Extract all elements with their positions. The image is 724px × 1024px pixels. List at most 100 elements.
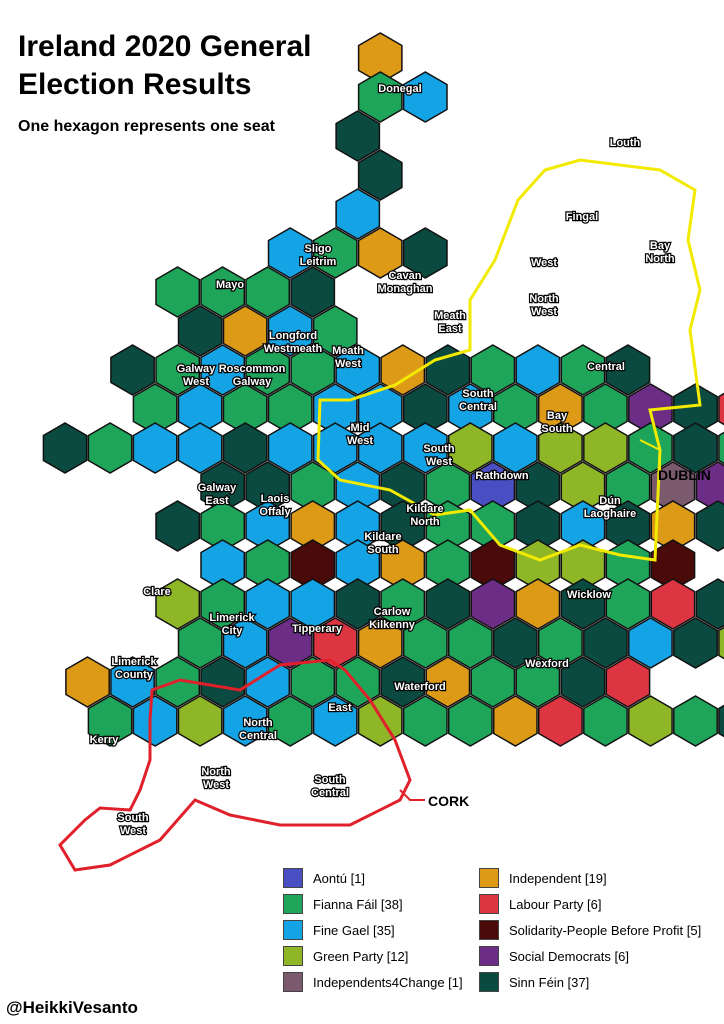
seat-hexagon-sf	[380, 461, 426, 513]
seat-hexagon-fg	[447, 383, 493, 435]
seat-hexagon-ff	[357, 71, 403, 123]
legend-swatch	[479, 920, 499, 940]
seat-hexagon-ff	[537, 617, 583, 669]
legend-label: Social Democrats [6]	[509, 948, 629, 964]
constituency-label-line: East	[205, 495, 229, 507]
seat-hexagon-sf	[380, 656, 426, 708]
constituency-label-line: Kildare	[364, 531, 401, 543]
seat-hexagon-g	[155, 578, 201, 630]
seat-hexagon-sf	[245, 461, 291, 513]
constituency-label: Kildare South	[364, 531, 401, 556]
constituency-label-line: Mid	[351, 422, 370, 434]
legend-item-i4c: Independents4Change [1]	[283, 972, 463, 992]
seat-hexagon-fg	[312, 383, 358, 435]
constituency-label-line: Sligo	[305, 243, 332, 255]
legend-item-ff: Fianna Fáil [38]	[283, 894, 403, 914]
map-subtitle: One hexagon represents one seat	[18, 118, 275, 135]
legend-label: Independent [19]	[509, 870, 607, 886]
constituency-label-line: West	[335, 358, 361, 370]
constituency-label: Limerick City	[209, 612, 255, 637]
seat-hexagon-ind	[425, 656, 471, 708]
seat-hexagon-fg	[402, 422, 448, 474]
legend-swatch	[283, 894, 303, 914]
seat-hexagon-ff	[222, 383, 268, 435]
seat-hexagon-ind	[650, 500, 696, 552]
constituency-label-line: South	[462, 388, 493, 400]
seat-hexagon-ff	[267, 383, 313, 435]
seat-hexagon-ff	[718, 431, 724, 465]
seat-hexagon-fg	[312, 422, 358, 474]
legend-item-spb: Solidarity-People Before Profit [5]	[479, 920, 701, 940]
seat-hexagon-sf	[718, 704, 724, 738]
seat-hexagon-fg	[402, 71, 448, 123]
seat-hexagon-fg	[132, 695, 178, 747]
seat-hexagon-sf	[357, 149, 403, 201]
constituency-labels: Donegal Louth Fingal Sligo Leitrim Cavan Monag…	[88, 82, 676, 838]
seat-hexagon-ff	[402, 617, 448, 669]
constituency-label: Bay South	[541, 410, 572, 435]
seat-hexagon-ff	[380, 578, 426, 630]
legend-swatch	[283, 868, 303, 888]
seat-hexagon-i4c	[650, 461, 696, 513]
constituency-label-line: Westmeath	[264, 343, 323, 355]
constituency-label-line: West	[531, 306, 557, 318]
seat-hexagon-fg	[335, 539, 381, 591]
seat-hexagon-fg	[492, 422, 538, 474]
constituency-label-line: Louth	[610, 137, 641, 149]
constituency-label-line: South	[314, 774, 345, 786]
seat-hexagon-ff	[425, 461, 471, 513]
seat-hexagon-ff	[155, 344, 201, 396]
seat-hexagon-fg	[132, 422, 178, 474]
constituency-label: Wicklow	[567, 589, 611, 601]
constituency-label: Limerick County	[111, 656, 157, 681]
constituency-label-line: Wexford	[525, 658, 569, 670]
seat-hexagon-fg	[290, 578, 336, 630]
seat-hexagon-sf	[380, 500, 426, 552]
constituency-label: Longford Westmeath	[264, 330, 323, 355]
seat-hexagon-ff	[492, 383, 538, 435]
legend-swatch	[479, 868, 499, 888]
constituency-label: Mayo	[216, 279, 244, 291]
constituency-label-line: Central	[459, 401, 497, 413]
legend-item-ind: Independent [19]	[479, 868, 607, 888]
constituency-label: Galway West	[177, 363, 216, 388]
seat-hexagon-sf	[335, 110, 381, 162]
seat-hexagon-ff	[245, 266, 291, 318]
legend-label: Aontú [1]	[313, 870, 366, 886]
seat-hexagon-ff	[290, 461, 336, 513]
constituency-label-line: South	[117, 812, 148, 824]
constituency-label: North Central	[239, 717, 277, 742]
seat-hexagon-ff	[245, 539, 291, 591]
seat-hexagon-g	[583, 422, 628, 474]
constituency-label: South West	[423, 443, 454, 468]
seat-hexagon-ff	[155, 266, 201, 318]
constituency-label: South West	[117, 812, 148, 837]
legend-swatch	[283, 972, 303, 992]
seat-hexagon-ff	[267, 695, 313, 747]
seat-hexagon-ind	[515, 578, 561, 630]
seat-hexagon-fg	[628, 617, 673, 669]
constituency-label-line: Dún	[599, 495, 621, 507]
constituency-label: Tipperary	[292, 623, 343, 635]
constituency-label: Dún Laoghaire	[584, 495, 637, 520]
constituency-label-line: Limerick	[111, 656, 157, 668]
seat-hexagon-ff	[177, 617, 223, 669]
constituency-label-line: West	[183, 376, 209, 388]
seat-hexagon-sf	[290, 266, 336, 318]
constituency-label-line: North	[243, 717, 273, 729]
seat-hexagon-fg	[245, 656, 291, 708]
seat-hexagon-ff	[290, 344, 336, 396]
constituency-label-line: West	[347, 435, 373, 447]
seat-hexagon-spb	[470, 539, 516, 591]
constituency-label: South Central	[459, 388, 497, 413]
seat-hexagon-ff	[425, 539, 471, 591]
constituency-label: South Central	[311, 774, 349, 799]
constituency-label-line: Galway	[177, 363, 216, 375]
seat-hexagon-fg	[177, 422, 223, 474]
seat-hexagon-ff	[132, 383, 178, 435]
constituency-label: Clare	[143, 586, 171, 598]
party-legend: Aontú [1] Fianna Fáil [38] Fine Gael [35] G…	[283, 868, 703, 998]
constituency-label-line: Leitrim	[300, 256, 337, 268]
seat-hexagon-g	[537, 422, 583, 474]
